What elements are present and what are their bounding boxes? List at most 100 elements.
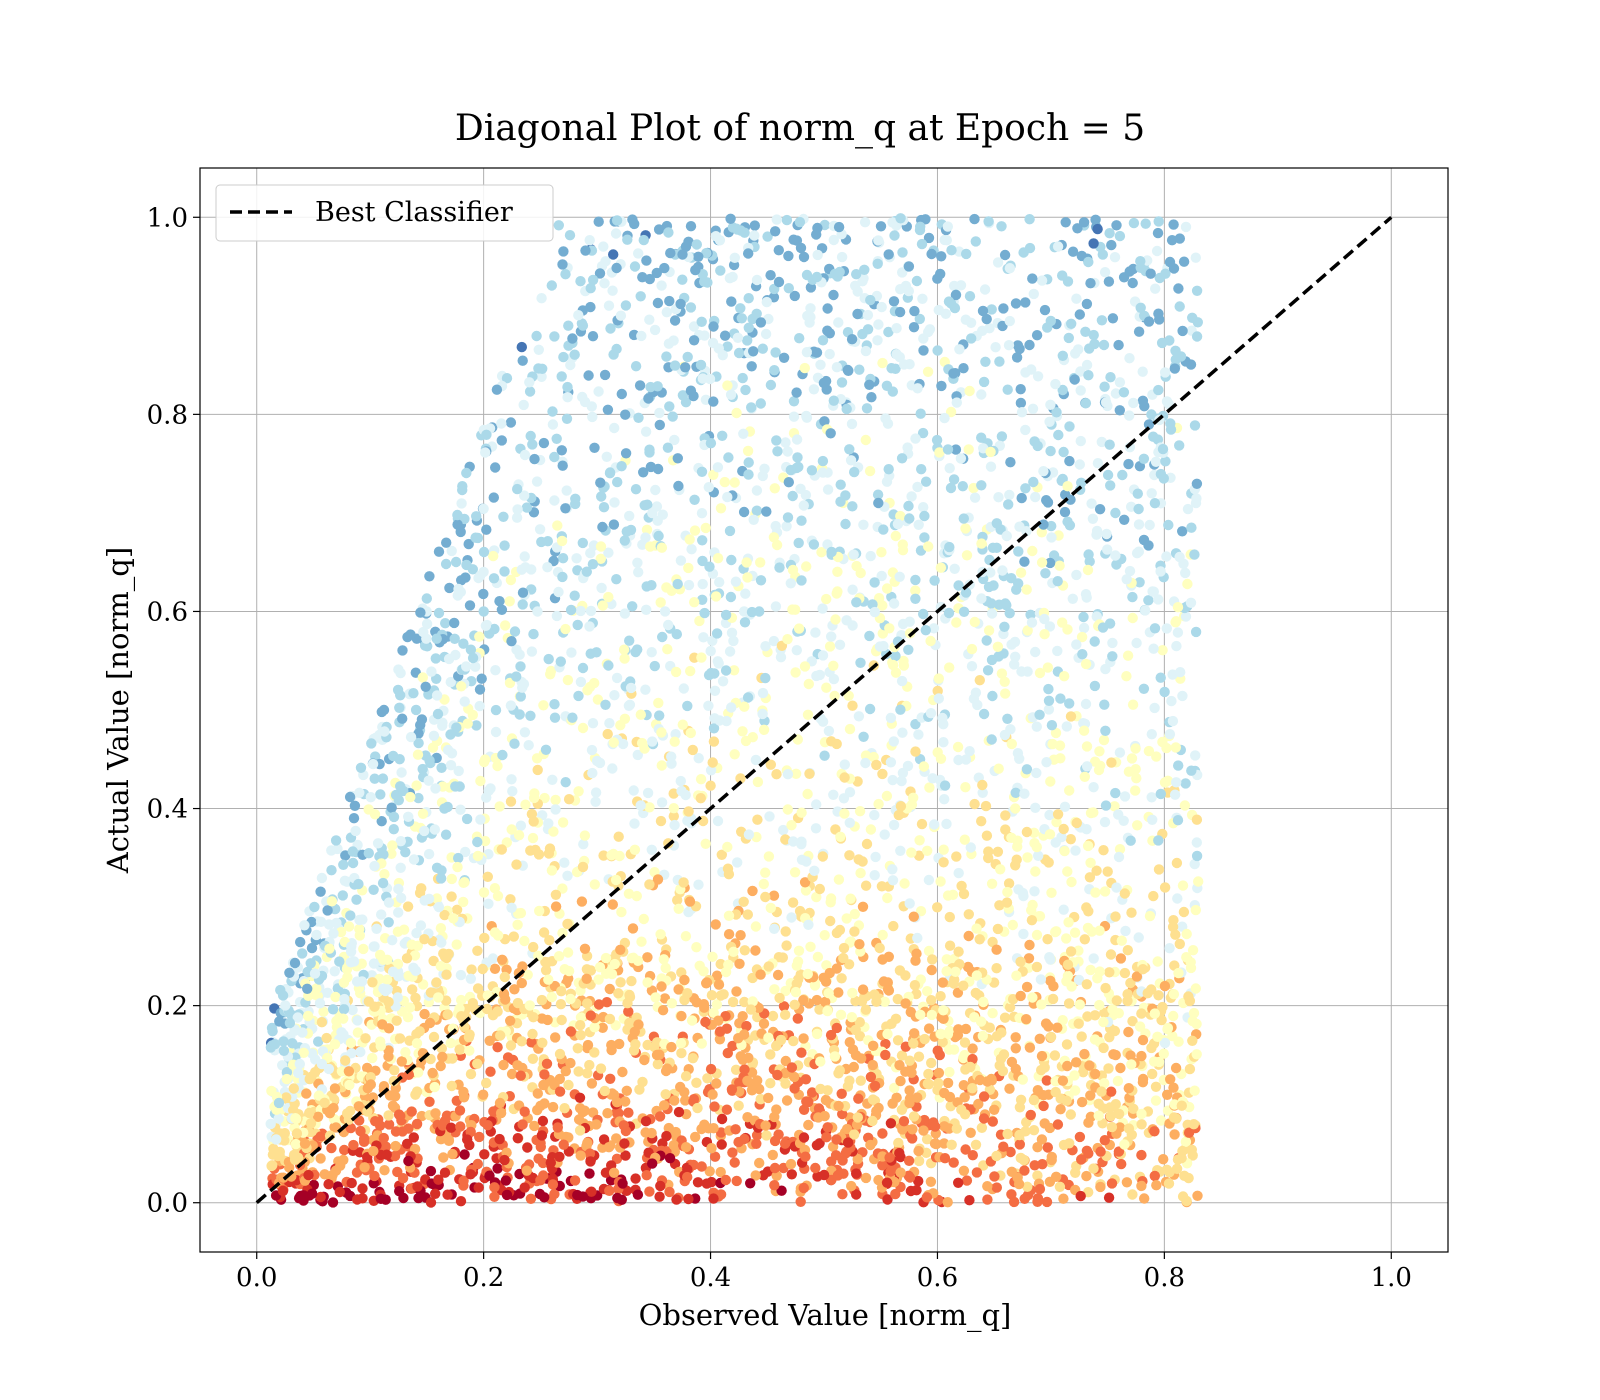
scatter-point xyxy=(531,330,542,342)
scatter-point xyxy=(598,1134,610,1145)
scatter-point xyxy=(1160,456,1171,467)
scatter-point xyxy=(537,1037,548,1049)
scatter-point xyxy=(803,1119,814,1131)
scatter-point xyxy=(865,824,877,835)
scatter-point xyxy=(944,1066,955,1078)
scatter-point xyxy=(413,792,424,804)
scatter-point xyxy=(892,1035,904,1046)
scatter-point xyxy=(615,310,627,321)
scatter-point xyxy=(582,685,593,696)
scatter-point xyxy=(1105,1111,1116,1122)
scatter-point xyxy=(1034,1183,1046,1195)
scatter-point xyxy=(896,1104,908,1116)
scatter-point xyxy=(1020,424,1031,436)
scatter-point xyxy=(1150,456,1162,467)
scatter-point xyxy=(620,1150,631,1161)
scatter-point xyxy=(780,1009,791,1020)
scatter-point xyxy=(1116,1158,1127,1170)
scatter-point xyxy=(490,462,501,473)
scatter-point xyxy=(582,1068,593,1079)
scatter-point xyxy=(955,280,967,291)
scatter-point xyxy=(865,1139,876,1151)
scatter-point xyxy=(939,1153,951,1164)
scatter-point xyxy=(855,657,866,668)
scatter-point xyxy=(1044,809,1055,821)
scatter-point xyxy=(731,223,742,234)
scatter-point xyxy=(973,1098,984,1110)
scatter-point xyxy=(702,277,713,288)
scatter-point xyxy=(649,324,661,336)
scatter-point xyxy=(1039,613,1050,625)
scatter-point xyxy=(565,604,577,616)
scatter-point xyxy=(783,283,794,294)
scatter-point xyxy=(1040,568,1051,579)
scatter-point xyxy=(992,846,1004,857)
scatter-point xyxy=(353,878,364,890)
scatter-point xyxy=(533,344,544,355)
scatter-point xyxy=(1032,1085,1044,1096)
scatter-point xyxy=(781,521,792,532)
scatter-point xyxy=(663,338,675,349)
scatter-point xyxy=(392,958,404,970)
scatter-point xyxy=(1030,802,1041,813)
scatter-point xyxy=(309,968,321,979)
scatter-point xyxy=(1096,315,1108,326)
scatter-point xyxy=(598,850,609,861)
scatter-point xyxy=(1095,1146,1106,1157)
scatter-point xyxy=(925,708,937,719)
scatter-point xyxy=(647,736,658,747)
scatter-point xyxy=(453,583,464,595)
scatter-point xyxy=(402,1012,414,1023)
scatter-point xyxy=(369,809,381,820)
scatter-point xyxy=(982,1194,993,1205)
scatter-point xyxy=(653,697,664,709)
scatter-point xyxy=(993,492,1004,503)
scatter-point xyxy=(989,1104,1000,1116)
scatter-point xyxy=(630,1173,641,1184)
scatter-point xyxy=(841,1123,853,1135)
scatter-point xyxy=(832,566,843,577)
scatter-point xyxy=(479,932,490,944)
scatter-point xyxy=(739,1029,750,1040)
scatter-point xyxy=(669,736,680,747)
scatter-point xyxy=(903,500,914,512)
scatter-point xyxy=(991,963,1002,974)
scatter-point xyxy=(1013,1178,1025,1190)
scatter-point xyxy=(746,361,757,372)
scatter-point xyxy=(590,787,602,798)
scatter-point xyxy=(659,606,671,617)
scatter-point xyxy=(1065,1109,1077,1120)
scatter-point xyxy=(594,757,606,769)
scatter-point xyxy=(1039,629,1050,640)
scatter-point xyxy=(848,1061,859,1073)
scatter-point xyxy=(1103,1063,1114,1074)
scatter-point xyxy=(461,813,473,825)
scatter-point xyxy=(553,220,564,231)
scatter-point xyxy=(277,1185,289,1197)
scatter-point xyxy=(1143,595,1154,606)
scatter-point xyxy=(942,221,953,232)
scatter-point xyxy=(851,597,862,608)
scatter-point xyxy=(983,625,995,636)
scatter-point xyxy=(516,564,527,575)
scatter-point xyxy=(765,1078,776,1089)
scatter-point xyxy=(518,399,529,411)
scatter-point xyxy=(872,489,884,500)
scatter-point xyxy=(677,274,688,285)
scatter-point xyxy=(652,381,663,392)
scatter-point xyxy=(662,644,673,655)
scatter-point xyxy=(1091,525,1103,537)
scatter-point xyxy=(1100,800,1112,811)
scatter-point xyxy=(1165,1074,1176,1085)
scatter-point xyxy=(635,709,646,720)
scatter-point xyxy=(696,1161,707,1172)
scatter-point xyxy=(663,227,674,238)
scatter-point xyxy=(1044,416,1055,427)
scatter-point xyxy=(391,1015,402,1026)
scatter-point xyxy=(1071,1057,1082,1068)
scatter-point xyxy=(885,712,897,724)
scatter-point xyxy=(1071,293,1082,304)
scatter-point xyxy=(1088,1163,1099,1174)
scatter-point xyxy=(437,720,448,731)
scatter-point xyxy=(395,892,407,904)
